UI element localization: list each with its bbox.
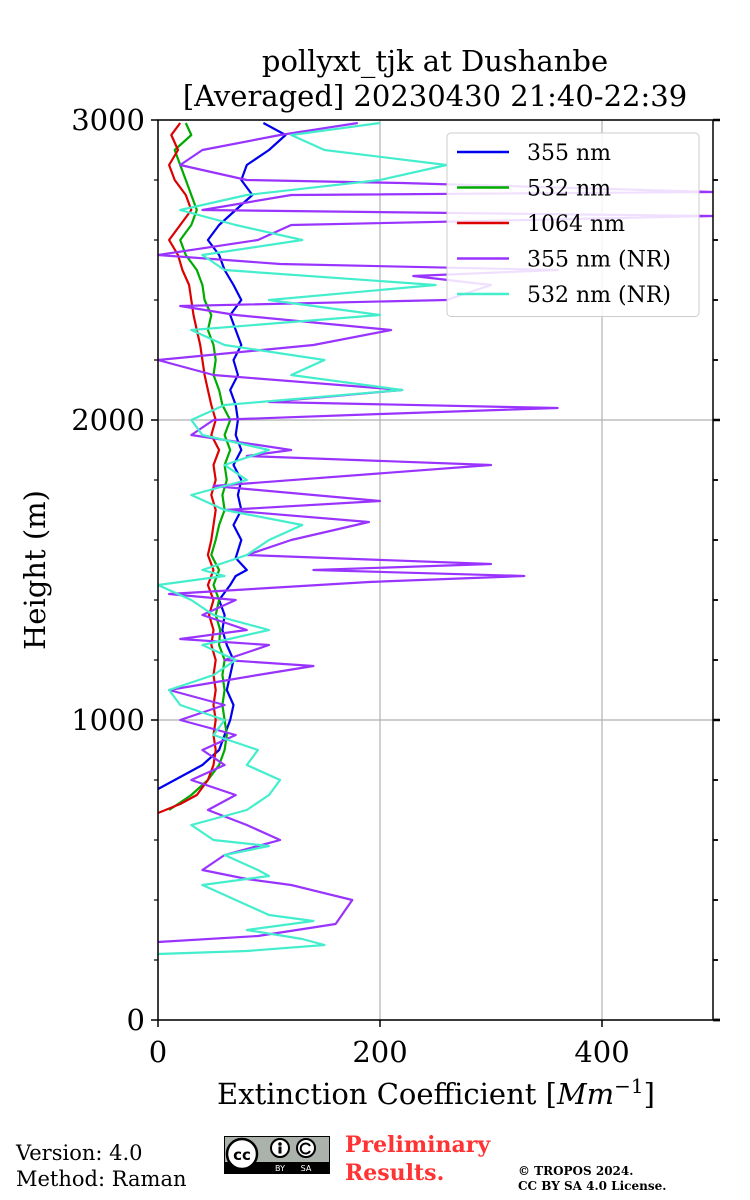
legend-label: 355 nm (NR) [527,248,671,273]
x-tick-label: 200 [352,1035,407,1069]
legend-label: 532 nm (NR) [527,283,671,308]
copyright-line-2: CC BY SA 4.0 License. [518,1179,667,1193]
series-line [158,121,448,956]
version-text: Version: 4.0 [16,1141,143,1165]
legend-label: 532 nm [527,177,611,202]
copyright-notice: © TROPOS 2024. CC BY SA 4.0 License. [518,1164,666,1194]
cc-sa-text: SA [301,1164,312,1173]
y-tick-label: 0 [127,1003,145,1037]
legend-label: 355 nm [527,141,611,166]
x-axis-label: Extinction Coefficient [Mm−1] [217,1074,655,1111]
y-axis-label: Height (m) [18,490,52,650]
plot-frame [157,119,714,1021]
y-tick-label: 3000 [71,103,145,137]
chart-title: pollyxt_tjk at Dushanbe [Averaged] 20230… [183,44,687,113]
extinction-chart: pollyxt_tjk at Dushanbe [Averaged] 20230… [18,44,720,1111]
preliminary-line-2: Results. [345,1160,445,1186]
cc-license-icon: cc BY SA [224,1136,330,1174]
chart-title-line-2: [Averaged] 20230430 21:40-22:39 [183,79,687,113]
legend-box [446,132,700,317]
cc-text: cc [233,1146,251,1164]
series-layer [158,121,713,956]
chart-title-line-1: pollyxt_tjk at Dushanbe [262,44,608,79]
method-text: Method: Raman [16,1167,187,1191]
x-tick-label: 0 [149,1035,167,1069]
copyright-line-1: © TROPOS 2024. [518,1164,634,1178]
y-tick-label: 1000 [71,703,145,737]
preliminary-notice: Preliminary Results. [345,1131,490,1187]
version-info: Version: 4.0 Method: Raman [16,1140,187,1192]
cc-by-text: BY [275,1164,285,1173]
y-tick-label: 2000 [71,403,145,437]
x-tick-label: 400 [574,1035,629,1069]
legend: 355 nm 532 nm 1064 nm 355 nm (NR) 532 nm (NR… [446,132,700,317]
legend-label: 1064 nm [527,212,625,237]
preliminary-line-1: Preliminary [345,1132,491,1158]
axis-ticks: 0 200 400 0 1000 2000 3000 [71,103,720,1069]
